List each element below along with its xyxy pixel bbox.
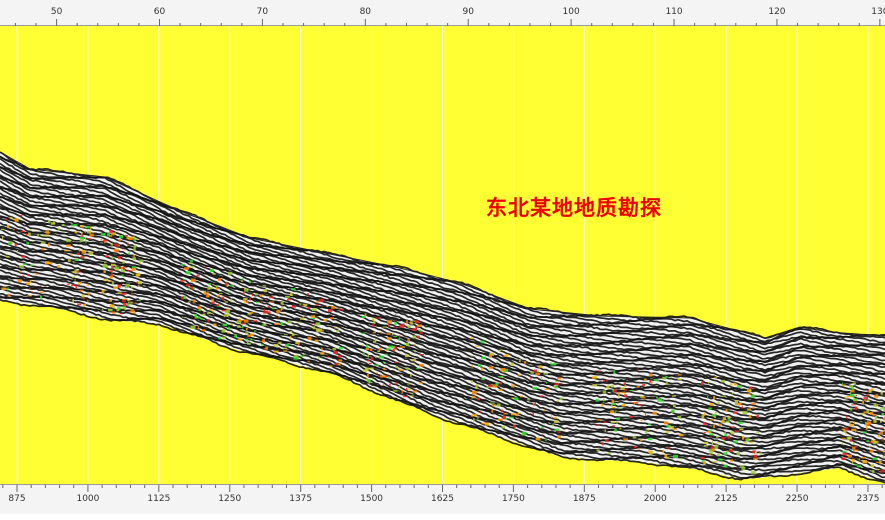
bottom-ruler-tick-label: 1750 xyxy=(502,494,525,504)
top-ruler-tick-label: 110 xyxy=(665,7,682,17)
bottom-ruler-tick-label: 2375 xyxy=(857,494,880,504)
bottom-ruler-tick-label: 2000 xyxy=(644,494,667,504)
bottom-ruler-scale: 875 1000 1125 1250 1375 1500 1625 1750 1875 2000 2… xyxy=(0,485,885,515)
section-title: 东北某地地质勘探 xyxy=(486,192,662,222)
top-ruler-tick-label: 50 xyxy=(51,7,63,17)
bottom-ruler-tick-label: 1375 xyxy=(289,494,312,504)
bottom-ruler-tick-label: 875 xyxy=(8,494,25,504)
top-ruler-tick-label: 130 xyxy=(871,7,885,17)
top-ruler-tick-label: 90 xyxy=(463,7,475,17)
bottom-ruler-tick-label: 1875 xyxy=(573,494,596,504)
top-ruler: 50 60 70 80 90 100 110 120 130 xyxy=(0,0,885,26)
bottom-ruler-tick-label: 1500 xyxy=(360,494,383,504)
bottom-ruler-tick-label: 2250 xyxy=(786,494,809,504)
top-ruler-tick-label: 80 xyxy=(360,7,372,17)
bottom-ruler-tick-label: 1125 xyxy=(147,494,170,504)
top-ruler-tick-label: 100 xyxy=(563,7,580,17)
bottom-ruler-tick-label: 1250 xyxy=(218,494,241,504)
seismic-section[interactable] xyxy=(0,26,885,484)
bottom-ruler: 875 1000 1125 1250 1375 1500 1625 1750 1875 2000 2… xyxy=(0,484,885,514)
bottom-ruler-tick-label: 1000 xyxy=(76,494,99,504)
top-ruler-tick-label: 120 xyxy=(768,7,785,17)
top-ruler-tick-label: 60 xyxy=(154,7,166,17)
top-ruler-tick-label: 70 xyxy=(257,7,269,17)
seismic-profile-canvas xyxy=(0,26,885,484)
top-ruler-scale: 50 60 70 80 90 100 110 120 130 xyxy=(0,0,885,26)
bottom-ruler-tick-label: 2125 xyxy=(715,494,738,504)
bottom-ruler-tick-label: 1625 xyxy=(431,494,454,504)
